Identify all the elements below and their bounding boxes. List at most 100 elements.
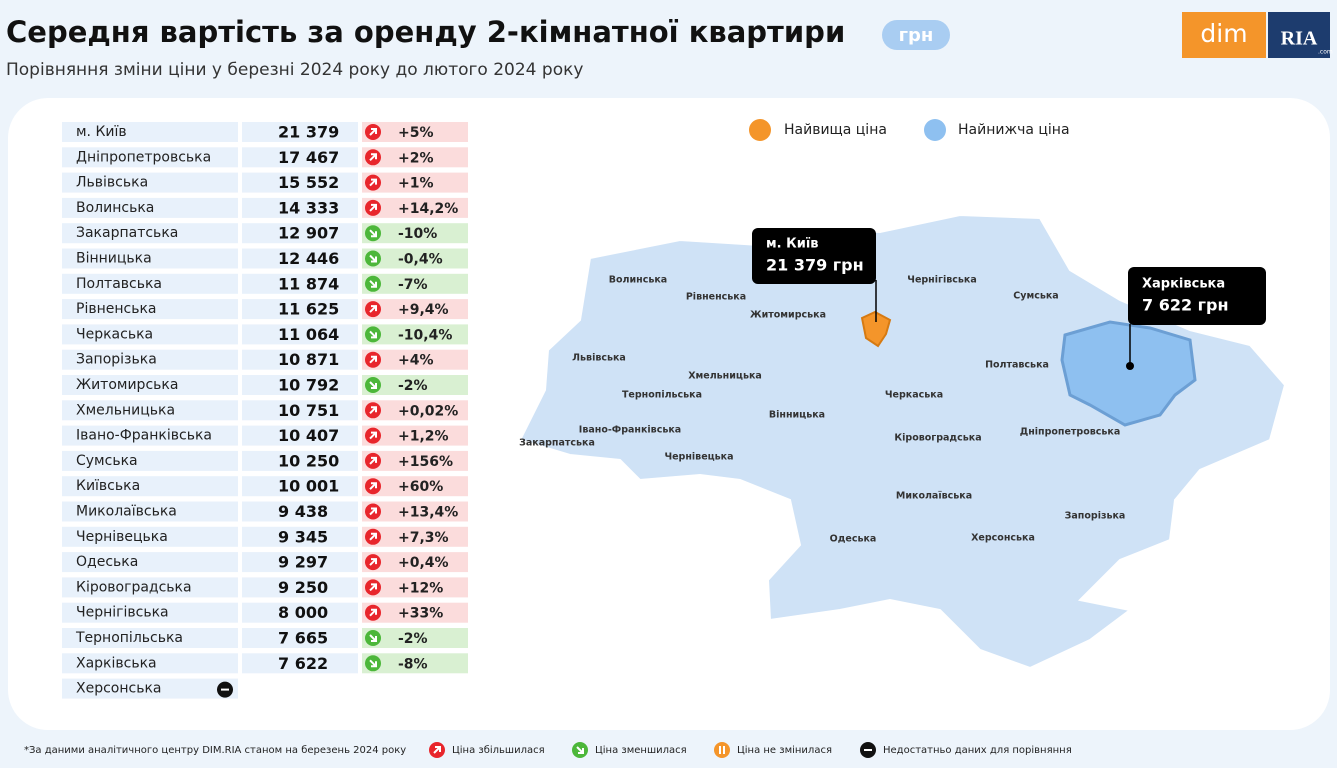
trend-arrow: [369, 178, 377, 187]
region-name: Львівська: [76, 175, 148, 191]
callout-name: м. Київ: [766, 237, 819, 252]
price-cell: [242, 299, 358, 320]
map-region-label: Тернопільська: [622, 390, 702, 401]
kharkiv-callout: [1128, 267, 1266, 325]
trend-arrow: [369, 203, 377, 212]
change-cell: [362, 223, 468, 244]
subtitle: Порівняння зміни ціни у березні 2024 рок…: [6, 60, 583, 80]
region-name: Київська: [76, 478, 140, 494]
region-name: Одеська: [76, 554, 138, 570]
region-name: Рівненська: [76, 301, 157, 317]
legend-high-dot: [749, 119, 771, 141]
unit-badge: [882, 20, 950, 50]
legend-label: Найнижча ціна: [958, 122, 1070, 138]
price-cell: [242, 147, 358, 168]
trend-arrow: [369, 431, 377, 440]
pause-icon: [719, 746, 721, 754]
map-region-label: Сумська: [1013, 291, 1058, 302]
change-cell: [362, 400, 468, 421]
change-cell: [362, 425, 468, 446]
region-name: Хмельницька: [76, 402, 175, 418]
region-cell: [62, 678, 238, 699]
logo-left: [1182, 12, 1266, 58]
price: 10 250: [278, 451, 339, 470]
price-cell: [242, 526, 358, 547]
footer-legend-label: Недостатньо даних для порівняння: [883, 744, 1072, 756]
legend-label: Найвища ціна: [784, 122, 887, 138]
price: 9 438: [278, 502, 328, 521]
region-cell: [62, 501, 238, 522]
price: 15 552: [278, 173, 339, 192]
region-name: Кіровоградська: [76, 579, 192, 595]
change-cell: [362, 577, 468, 598]
logo-ria: RIA: [1281, 28, 1318, 50]
region-name: Вінницька: [76, 251, 152, 267]
trend-arrow: [369, 558, 377, 566]
kharkiv-region: [1060, 320, 1197, 427]
price-cell: [242, 172, 358, 193]
callout-name: Харківська: [1142, 277, 1225, 292]
price-cell: [242, 425, 358, 446]
price: 10 792: [278, 376, 339, 395]
change-cell: [362, 653, 468, 674]
map-region-label: Хмельницька: [688, 371, 762, 382]
region-name: Волинська: [76, 200, 154, 216]
region-name: Дніпропетровська: [76, 149, 211, 165]
price-cell: [242, 602, 358, 623]
change: +2%: [398, 150, 434, 166]
region-cell: [62, 400, 238, 421]
logo-com: .com: [1318, 49, 1333, 56]
trend-arrow: [369, 355, 377, 364]
price: 11 625: [278, 300, 339, 319]
trend-arrow: [369, 507, 377, 516]
map-region-label: Житомирська: [750, 310, 826, 321]
region-name: Полтавська: [76, 276, 162, 292]
map-region-label: Одеська: [830, 534, 877, 545]
price-cell: [242, 628, 358, 648]
change-cell: [362, 476, 468, 497]
region-cell: [62, 122, 238, 142]
trend-arrow: [369, 128, 377, 136]
price-cell: [242, 223, 358, 244]
price: 21 379: [278, 123, 339, 142]
map-region-label: Львівська: [572, 353, 626, 364]
change-cell: [362, 349, 468, 370]
unit: грн: [899, 25, 934, 46]
trend-arrow: [369, 254, 377, 263]
trend-arrow: [369, 634, 377, 642]
footer-legend-label: Ціна збільшилася: [452, 744, 545, 756]
trend-arrow: [369, 659, 377, 668]
logo-right: [1268, 12, 1330, 58]
price-cell: [242, 400, 358, 421]
region-name: Чернівецька: [76, 529, 168, 545]
change: -0,4%: [398, 252, 443, 268]
trend-arrow: [369, 229, 377, 238]
change-cell: [362, 299, 468, 320]
price-cell: [242, 476, 358, 497]
change-cell: [362, 602, 468, 623]
region-cell: [62, 349, 238, 370]
price: 12 907: [278, 224, 339, 243]
change: +33%: [398, 606, 443, 622]
region-cell: [62, 628, 238, 648]
price: 10 407: [278, 426, 339, 445]
region-cell: [62, 324, 238, 345]
price-cell: [242, 122, 358, 142]
change-cell: [362, 450, 468, 471]
region-name: Тернопільська: [75, 630, 183, 646]
region-name: Запорізька: [76, 352, 157, 368]
logo-dim: dim: [1200, 19, 1247, 48]
region-name: Закарпатська: [76, 225, 178, 241]
change: -2%: [398, 631, 428, 647]
change-cell: [362, 172, 468, 193]
price: 10 001: [278, 477, 339, 496]
price: 11 064: [278, 325, 339, 344]
change: -7%: [398, 277, 428, 293]
pause-icon: [723, 746, 725, 754]
trend-arrow: [369, 608, 377, 617]
region-name: Харківська: [76, 655, 157, 671]
map-region-label: Запорізька: [1065, 511, 1126, 522]
change: +14,2%: [398, 201, 458, 217]
callout-price: 21 379 грн: [766, 256, 864, 275]
map-region-label: Рівненська: [686, 292, 746, 303]
